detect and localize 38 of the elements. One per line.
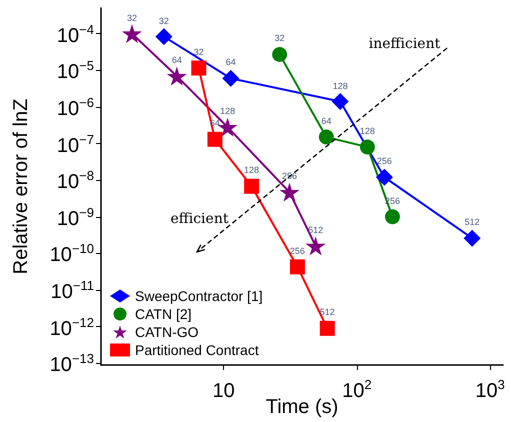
y-tick-label: 10$^{−13}$ <box>50 351 94 376</box>
y-tick-label: 10$^{−6}$ <box>56 94 94 120</box>
annotation: 128 <box>332 80 348 91</box>
annotation: 256 <box>282 171 297 182</box>
annotation: 32 <box>158 16 169 26</box>
x-tick-label: 10$^{3}$ <box>475 377 505 402</box>
x-axis-title: Time (s) <box>266 396 338 418</box>
annotation: 256 <box>290 246 305 256</box>
x-tick-label: 10 <box>212 380 235 402</box>
y-tick-label: 10$^{−10}$ <box>50 241 94 266</box>
y-axis-title: Relative error of lnZ <box>10 98 32 274</box>
legend-label: CATN [2] <box>135 306 192 322</box>
y-tick-label: 10$^{−12}$ <box>50 314 94 340</box>
annotation: inefficient <box>368 36 440 52</box>
y-tick-label: 10$^{−9}$ <box>56 204 94 230</box>
legend-label: CATN-GO <box>135 324 199 340</box>
annotation: 256 <box>376 156 392 166</box>
annotation: 64 <box>321 116 332 126</box>
annotation: 512 <box>464 217 480 228</box>
annotation: 32 <box>194 47 204 58</box>
annotation: 32 <box>126 12 137 23</box>
annotation: 64 <box>226 57 236 68</box>
legend-label: Partitioned Contract <box>135 342 259 358</box>
y-tick-label: 10$^{−7}$ <box>56 132 94 156</box>
annotation: 128 <box>360 126 375 136</box>
annotation: efficient <box>170 211 228 228</box>
x-tick-label: 10$^{2}$ <box>342 377 372 402</box>
annotation: 128 <box>220 106 236 116</box>
y-tick-label: 10$^{−5}$ <box>56 58 94 84</box>
legend-label: SweepContractor [1] <box>135 288 263 304</box>
annotation: 32 <box>274 33 285 44</box>
annotation: 512 <box>320 307 335 318</box>
annotation: 512 <box>308 224 324 235</box>
y-tick-label: 10$^{−4}$ <box>56 22 94 47</box>
annotation: 64 <box>172 55 182 66</box>
annotation: 128 <box>244 165 260 176</box>
y-tick-label: 10$^{−11}$ <box>50 278 94 304</box>
y-tick-label: 10$^{−8}$ <box>56 168 94 194</box>
